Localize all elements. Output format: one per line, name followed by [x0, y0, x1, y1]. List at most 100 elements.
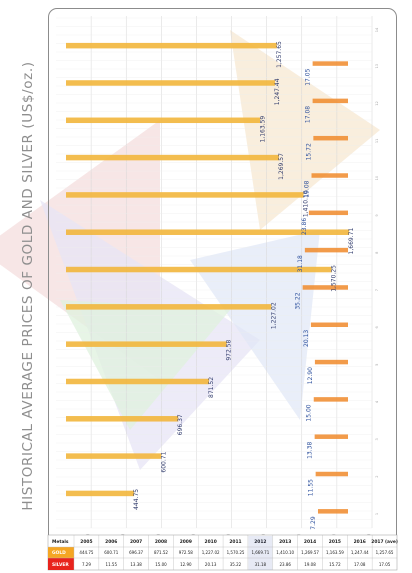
bg-shape-blue	[190, 230, 320, 420]
index-label: 4	[375, 400, 379, 403]
silver-value-label: 11.55	[308, 479, 315, 496]
silver-bar	[315, 471, 348, 477]
gold-value-label: 1,163.59	[259, 116, 266, 143]
gold-value-label: 696.37	[177, 414, 184, 435]
silver-value-label: 15.00	[306, 404, 313, 421]
table-cell: 35.22	[230, 562, 242, 567]
table-cell: 972.58	[179, 550, 193, 555]
silver-value-label: 20.13	[303, 330, 310, 347]
gold-value-label: 1,410.10	[303, 190, 310, 217]
gold-row-label-bg	[48, 547, 74, 558]
silver-bar	[304, 247, 348, 253]
index-label: 13	[375, 64, 379, 69]
silver-value-label: 35.22	[295, 292, 302, 309]
table-cell: 13.38	[130, 562, 142, 567]
table-metal-label: GOLD	[52, 550, 66, 556]
table-year-header: 2008	[155, 539, 167, 545]
index-label: 10	[375, 175, 379, 180]
silver-value-label: 13.38	[307, 442, 314, 459]
gold-bar	[66, 80, 275, 86]
table-cell: 1,570.25	[227, 550, 245, 555]
gold-value-label: 444.75	[133, 489, 140, 510]
silver-bar	[314, 359, 348, 365]
silver-value-label: 19.08	[304, 180, 311, 197]
gold-value-label: 1,257.65	[276, 41, 283, 68]
table-year-header: 2007	[130, 539, 142, 545]
table-year-header: 2012	[254, 539, 266, 545]
table-year-header: 2011	[229, 539, 241, 545]
bar-layer	[66, 42, 350, 514]
table-cell: 15.72	[329, 562, 341, 567]
gold-bar	[66, 490, 135, 497]
gold-bar	[66, 192, 304, 198]
table-cell: 17.05	[379, 562, 391, 567]
table-cell: 1,163.59	[326, 550, 344, 555]
index-label: 1	[375, 513, 379, 515]
gold-bar	[66, 154, 279, 161]
silver-bar	[311, 173, 348, 178]
table-header-label: Metals	[52, 539, 69, 545]
index-label: 12	[375, 101, 379, 106]
gold-bar	[66, 416, 179, 422]
index-label: 2	[375, 475, 379, 477]
table-cell: 7.29	[82, 562, 91, 567]
bg-shape-orange	[230, 30, 380, 230]
index-label: 9	[375, 214, 379, 217]
gold-bar	[66, 42, 277, 49]
table-year-header: 2015	[329, 539, 341, 545]
silver-bar	[310, 322, 348, 328]
gold-bar	[66, 266, 332, 273]
gold-bar	[66, 304, 272, 310]
gold-value-label: 871.52	[208, 377, 215, 398]
silver-bar	[313, 397, 348, 402]
table-cell: 696.37	[129, 550, 143, 555]
silver-value-label: 23.86	[301, 218, 308, 235]
table-cell: 444.75	[79, 550, 93, 555]
gold-bar	[66, 341, 227, 347]
silver-bar	[314, 434, 348, 439]
gold-value-label: 972.58	[226, 339, 233, 360]
table-year-header: 2009	[180, 539, 192, 545]
data-table: Metals GOLD SILVER 2005 444.75 7.29 2006 600.71…	[47, 534, 398, 571]
silver-bar	[302, 285, 348, 290]
gold-value-label: 1,247.44	[274, 78, 281, 105]
table-metal-label: SILVER	[52, 562, 69, 568]
gold-bar	[66, 378, 210, 385]
table-cell: 871.52	[154, 550, 168, 555]
table-cell: 23.86	[279, 562, 291, 567]
gold-value-label: 1,669.71	[348, 228, 355, 255]
table-year-header: 2010	[205, 539, 217, 545]
table-cell: 1,247.44	[351, 550, 369, 555]
table-cell: 12.90	[180, 562, 192, 567]
table-cell: 11.55	[106, 562, 118, 567]
table-year-header: 2014	[304, 539, 316, 545]
value-labels: 444.75 600.71 696.37 871.52 972.58 1,227.02 1,…	[133, 41, 355, 530]
table-year-header: 2013	[279, 539, 291, 545]
table-cell: 17.08	[354, 562, 366, 567]
table-year-header: 2017 (ave)	[371, 539, 398, 545]
index-label: 7	[375, 289, 379, 291]
gold-value-label: 600.71	[160, 451, 167, 472]
index-label: 14	[375, 27, 379, 32]
silver-bar	[312, 98, 348, 104]
silver-bar	[317, 509, 348, 514]
silver-bar	[313, 135, 348, 141]
index-label: 11	[375, 139, 379, 144]
index-label: 8	[375, 251, 379, 254]
gold-value-label: 1,227.02	[270, 302, 277, 329]
silver-bar	[312, 61, 348, 66]
silver-value-label: 15.72	[305, 143, 312, 160]
table-cell: 20.13	[205, 562, 217, 567]
gold-bar	[66, 453, 162, 459]
table-cell: 31.18	[255, 562, 267, 567]
gold-value-label: 1,570.25	[331, 265, 338, 292]
table-cell: 1,669.71	[251, 550, 269, 555]
table-year-header: 2016	[354, 539, 366, 545]
silver-value-label: 17.08	[305, 106, 312, 123]
silver-bar	[308, 210, 348, 216]
table-highlight-column	[248, 536, 273, 570]
silver-value-label: 7.29	[310, 516, 317, 530]
silver-value-label: 31.18	[297, 255, 304, 272]
